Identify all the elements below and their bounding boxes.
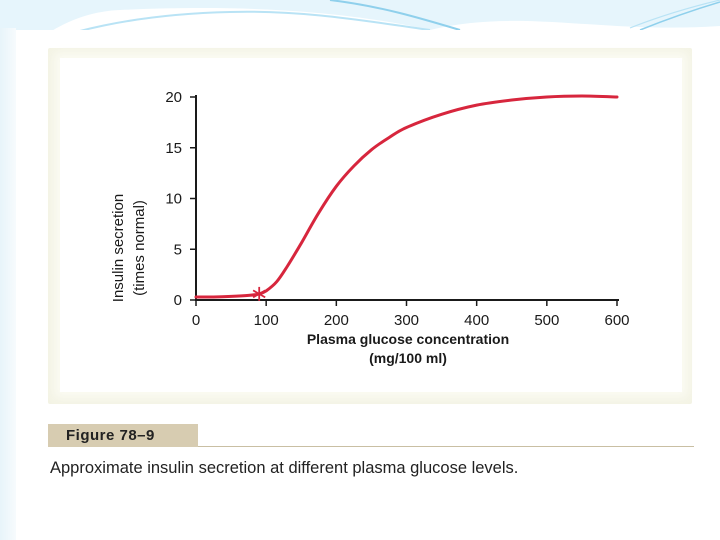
figure-divider [198,446,694,447]
figure-label: Figure 78–9 [48,424,198,447]
x-tick-label: 0 [192,312,200,329]
x-axis-unit-label: (mg/100 ml) [369,350,447,366]
y-axis-unit-label: (times normal) [131,200,148,296]
y-tick-label: 15 [165,140,182,157]
y-tick-label: 20 [165,89,182,106]
marker-layer [252,286,266,301]
x-tick-label: 500 [534,312,559,329]
y-axis-ticks: 0 5 10 15 20 [165,89,196,309]
x-tick-label: 200 [324,312,349,329]
asterisk-marker-stroke [252,289,266,299]
y-tick-label: 0 [174,292,182,309]
x-tick-label: 300 [394,312,419,329]
figure-caption: Approximate insulin secretion at differe… [50,459,519,477]
insulin-secretion-chart: 0 100 200 300 400 500 600 0 5 10 15 20 Plasma gluc… [110,89,630,366]
insulin-curve [194,94,619,299]
y-tick-label: 10 [165,191,182,208]
x-tick-label: 100 [254,312,279,329]
x-axis-ticks: 0 100 200 300 400 500 600 [192,300,630,329]
x-axis-label: Plasma glucose concentration [307,331,509,347]
series-layer [194,94,619,299]
y-axis-label: Insulin secretion [110,194,127,302]
side-strip [0,28,16,540]
x-tick-label: 600 [604,312,629,329]
x-tick-label: 400 [464,312,489,329]
plot-frame [60,58,682,392]
y-tick-label: 5 [174,241,182,258]
